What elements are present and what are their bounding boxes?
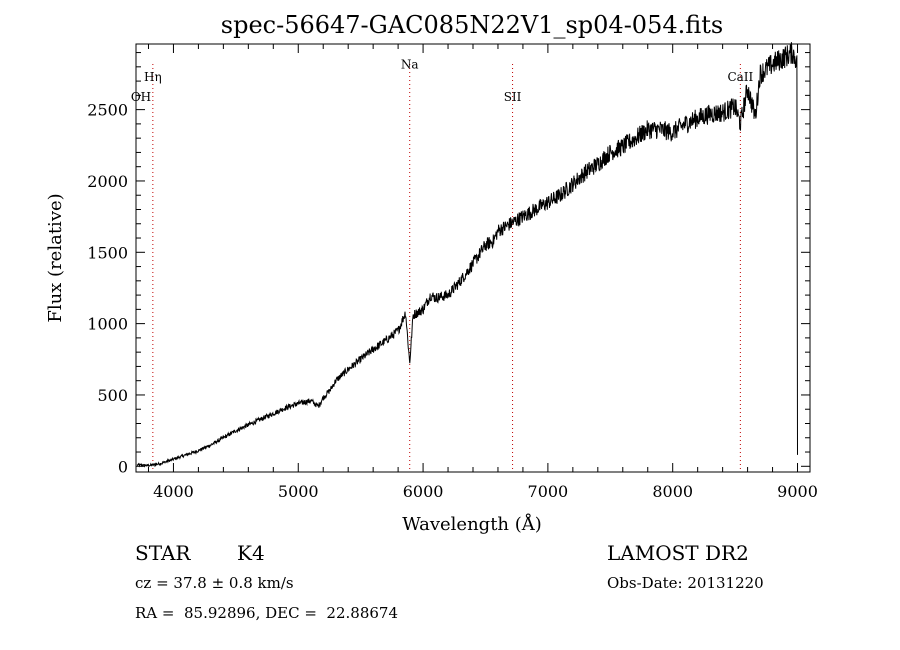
line-annotations: Hη OH Na SII CaII: [131, 57, 754, 104]
y-tick-label: 2500: [87, 101, 128, 120]
redshift-cz: cz = 37.8 ± 0.8 km/s: [135, 574, 294, 592]
observation-date: Obs-Date: 20131220: [607, 574, 764, 592]
line-label: Hη: [144, 70, 162, 84]
x-tick-label: 8000: [652, 482, 693, 501]
line-label: Na: [401, 57, 419, 71]
line-label: SII: [504, 90, 522, 104]
y-tick-label: 0: [118, 457, 128, 476]
x-tick-label: 7000: [528, 482, 569, 501]
y-axis-label: Flux (relative): [45, 193, 66, 322]
survey-name: LAMOST DR2: [607, 541, 749, 565]
y-tick-label: 1500: [87, 243, 128, 262]
y-axis-ticks: 0 500 1000 1500 2000 2500: [87, 52, 810, 476]
x-tick-label: 6000: [403, 482, 444, 501]
line-label: CaII: [727, 70, 753, 84]
object-subclass: K4: [237, 541, 265, 565]
object-class: STAR: [135, 541, 191, 565]
y-tick-label: 500: [97, 386, 128, 405]
line-markers: [152, 64, 741, 472]
x-tick-label: 4000: [153, 482, 194, 501]
x-tick-label: 5000: [278, 482, 319, 501]
chart-title: spec-56647-GAC085N22V1_sp04-054.fits: [221, 11, 723, 39]
spectrum-line: [136, 42, 798, 468]
y-tick-label: 2000: [87, 172, 128, 191]
line-label: OH: [131, 90, 151, 104]
x-axis-ticks: 4000 5000 6000 7000 8000 9000: [147, 44, 818, 501]
y-tick-label: 1000: [87, 315, 128, 334]
coordinates: RA = 85.92896, DEC = 22.88674: [135, 604, 399, 622]
x-tick-label: 9000: [777, 482, 818, 501]
x-axis-label: Wavelength (Å): [402, 513, 542, 535]
